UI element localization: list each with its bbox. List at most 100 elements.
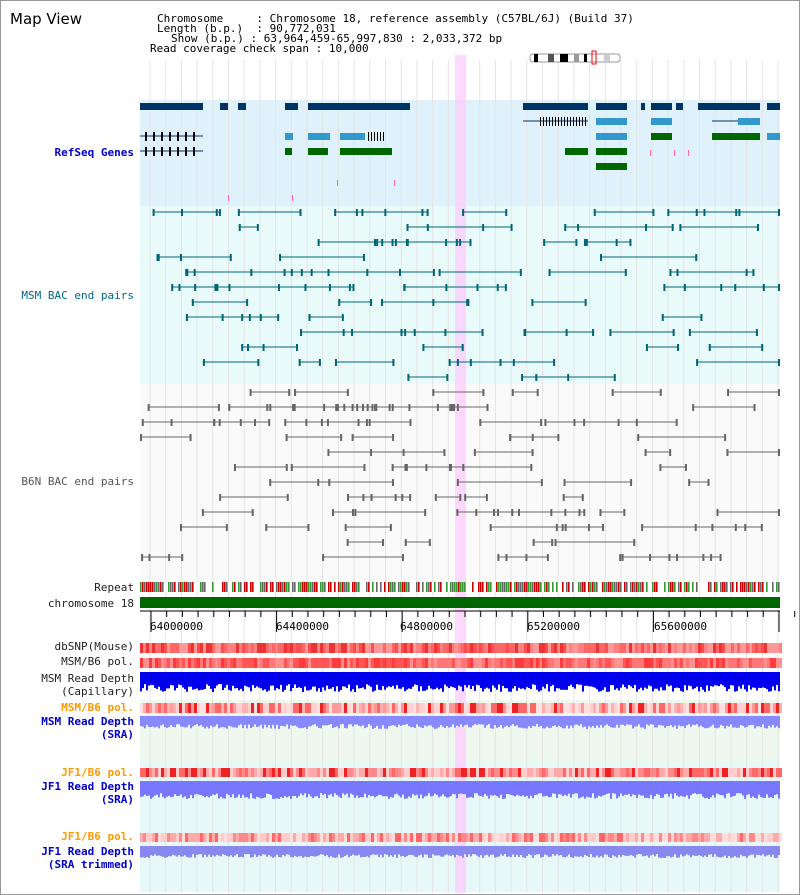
- depth-bar: [228, 672, 230, 690]
- polymorphism-cell: [491, 643, 494, 653]
- polymorphism-cell: [218, 833, 221, 842]
- depth-bar: [524, 846, 526, 858]
- polymorphism-cell: [656, 658, 659, 668]
- polymorphism-cell: [284, 768, 287, 777]
- polymorphism-cell: [314, 768, 317, 777]
- depth-bar: [752, 846, 754, 855]
- polymorphism-cell: [722, 643, 725, 653]
- repeat-element: [216, 582, 218, 592]
- depth-bar: [300, 716, 302, 729]
- depth-bar: [480, 846, 482, 856]
- polymorphism-cell: [755, 658, 758, 668]
- polymorphism-cell: [212, 833, 215, 842]
- repeat-element: [620, 582, 622, 592]
- exon-mark: [549, 117, 550, 126]
- repeat-element: [382, 582, 384, 592]
- depth-bar: [384, 716, 386, 729]
- polymorphism-cell: [470, 703, 473, 713]
- polymorphism-cell: [590, 768, 593, 777]
- depth-bar: [626, 846, 628, 857]
- msm-bac-pair-end: [247, 344, 250, 351]
- depth-bar: [202, 781, 204, 796]
- track-label-refseq-genes[interactable]: RefSeq Genes: [54, 146, 134, 159]
- b6n-bac-pair-end: [557, 434, 560, 441]
- polymorphism-cell: [218, 703, 221, 713]
- repeat-element: [570, 582, 572, 592]
- depth-bar: [146, 781, 148, 797]
- depth-bar: [158, 716, 160, 729]
- depth-bar: [736, 781, 738, 794]
- polymorphism-cell: [359, 643, 362, 653]
- depth-bar: [766, 716, 768, 729]
- depth-bar: [520, 781, 522, 797]
- polymorphism-cell: [521, 643, 524, 653]
- polymorphism-cell: [527, 833, 530, 842]
- depth-bar: [666, 846, 668, 857]
- track-label-msm-bac[interactable]: MSM BAC end pairs: [21, 289, 134, 302]
- polymorphism-cell: [665, 658, 668, 668]
- polymorphism-cell: [620, 643, 623, 653]
- polymorphism-cell: [155, 643, 158, 653]
- polymorphism-cell: [224, 768, 227, 777]
- polymorphism-cell: [221, 703, 224, 713]
- show-value: 63,964,459-65,997,830 : 2,033,372 bp: [263, 32, 503, 45]
- depth-bar: [428, 781, 430, 794]
- polymorphism-cell: [278, 703, 281, 713]
- polymorphism-cell: [776, 703, 779, 713]
- polymorphism-cell: [179, 833, 182, 842]
- depth-bar: [494, 716, 496, 726]
- depth-bar: [726, 716, 728, 726]
- polymorphism-cell: [287, 643, 290, 653]
- polymorphism-cell: [440, 658, 443, 668]
- polymorphism-cell: [485, 703, 488, 713]
- depth-bar: [756, 672, 758, 691]
- depth-bar: [724, 716, 726, 729]
- depth-bar: [394, 846, 396, 855]
- depth-bar: [224, 716, 226, 728]
- polymorphism-cell: [716, 658, 719, 668]
- repeat-element: [342, 582, 344, 592]
- repeat-element: [406, 582, 408, 592]
- depth-bar: [768, 716, 770, 726]
- track-label-b6n-bac[interactable]: B6N BAC end pairs: [21, 475, 134, 488]
- repeat-element: [326, 582, 328, 592]
- depth-bar: [594, 781, 596, 799]
- b6n-bac-pair-end: [140, 434, 143, 441]
- polymorphism-cell: [392, 643, 395, 653]
- polymorphism-cell: [185, 658, 188, 668]
- polymorphism-cell: [617, 703, 620, 713]
- polymorphism-cell: [368, 768, 371, 777]
- polymorphism-cell: [386, 643, 389, 653]
- depth-bar: [592, 846, 594, 858]
- repeat-element: [186, 582, 188, 592]
- polymorphism-cell: [632, 703, 635, 713]
- polymorphism-cell: [380, 768, 383, 777]
- polymorphism-cell: [305, 643, 308, 653]
- depth-bar: [476, 846, 478, 856]
- polymorphism-cell: [563, 833, 566, 842]
- b6n-bac-pair-end: [269, 479, 272, 486]
- depth-bar: [516, 716, 518, 726]
- polymorphism-cell: [299, 658, 302, 668]
- msm-bac-pair-end: [362, 254, 365, 261]
- b6n-bac-pair-end: [392, 434, 395, 441]
- msm-bac-pair-end: [462, 209, 465, 216]
- depth-bar: [694, 716, 696, 725]
- polymorphism-cell: [746, 643, 749, 653]
- depth-bar: [276, 716, 278, 725]
- depth-bar: [314, 846, 316, 857]
- depth-bar: [454, 781, 456, 795]
- b6n-bac-pair-end: [219, 494, 222, 501]
- track-label-repeat: Repeat: [94, 581, 134, 594]
- refseq-gene-block: [712, 133, 760, 140]
- depth-bar: [182, 716, 184, 727]
- depth-bar: [412, 672, 414, 687]
- polymorphism-cell: [590, 703, 593, 713]
- depth-bar: [314, 716, 316, 725]
- polymorphism-cell: [431, 703, 434, 713]
- depth-bar: [646, 781, 648, 798]
- polymorphism-cell: [737, 833, 740, 842]
- polymorphism-cell: [677, 658, 680, 668]
- polymorphism-cell: [485, 768, 488, 777]
